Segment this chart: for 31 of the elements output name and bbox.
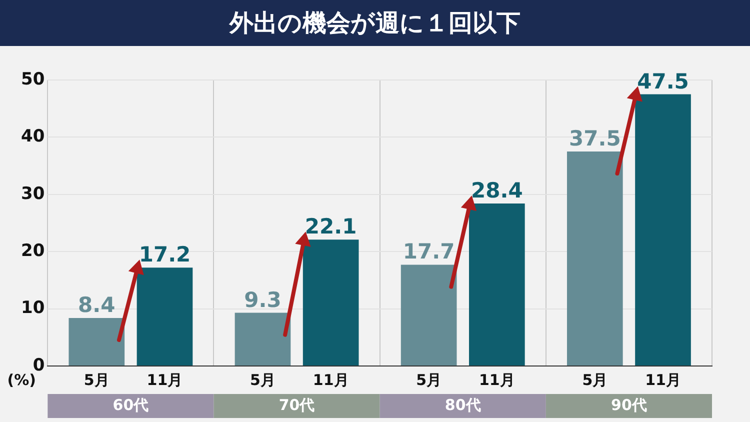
series-label: 11月 bbox=[146, 370, 183, 389]
y-tick-label: 50 bbox=[20, 69, 45, 90]
bar bbox=[234, 312, 291, 366]
data-label: 9.3 bbox=[244, 288, 282, 312]
bar bbox=[400, 264, 457, 366]
text: 11月 bbox=[645, 370, 681, 389]
text: 5月 bbox=[582, 370, 608, 389]
y-tick-label: 10 bbox=[20, 298, 45, 318]
text: 11月 bbox=[312, 370, 349, 389]
x-tick-label: 60代 bbox=[112, 396, 149, 414]
data-label: 17.2 bbox=[138, 242, 191, 267]
bar bbox=[469, 204, 525, 366]
y-tick-label: 20 bbox=[20, 241, 45, 262]
y-tick-label: 30 bbox=[20, 184, 45, 204]
y-tick-label: 40 bbox=[20, 126, 45, 147]
x-tick-label: 70代 bbox=[278, 396, 315, 414]
chart-title: 外出の機会が週に１回以下 bbox=[0, 0, 750, 46]
text: 5月 bbox=[416, 370, 442, 389]
x-tick-label: 90代 bbox=[611, 396, 647, 414]
data-label: 17.7 bbox=[402, 240, 455, 264]
x-tick-label: 80代 bbox=[444, 396, 481, 414]
series-label: 5月 bbox=[84, 370, 110, 389]
bar bbox=[635, 94, 691, 366]
text: 5月 bbox=[250, 370, 276, 389]
data-label: 37.5 bbox=[568, 126, 621, 150]
data-label: 28.4 bbox=[471, 178, 523, 203]
data-label: 8.4 bbox=[78, 292, 116, 317]
data-label: 22.1 bbox=[304, 214, 357, 239]
bar bbox=[566, 152, 623, 366]
text: 11月 bbox=[478, 370, 515, 389]
data-label: 47.5 bbox=[637, 69, 689, 94]
